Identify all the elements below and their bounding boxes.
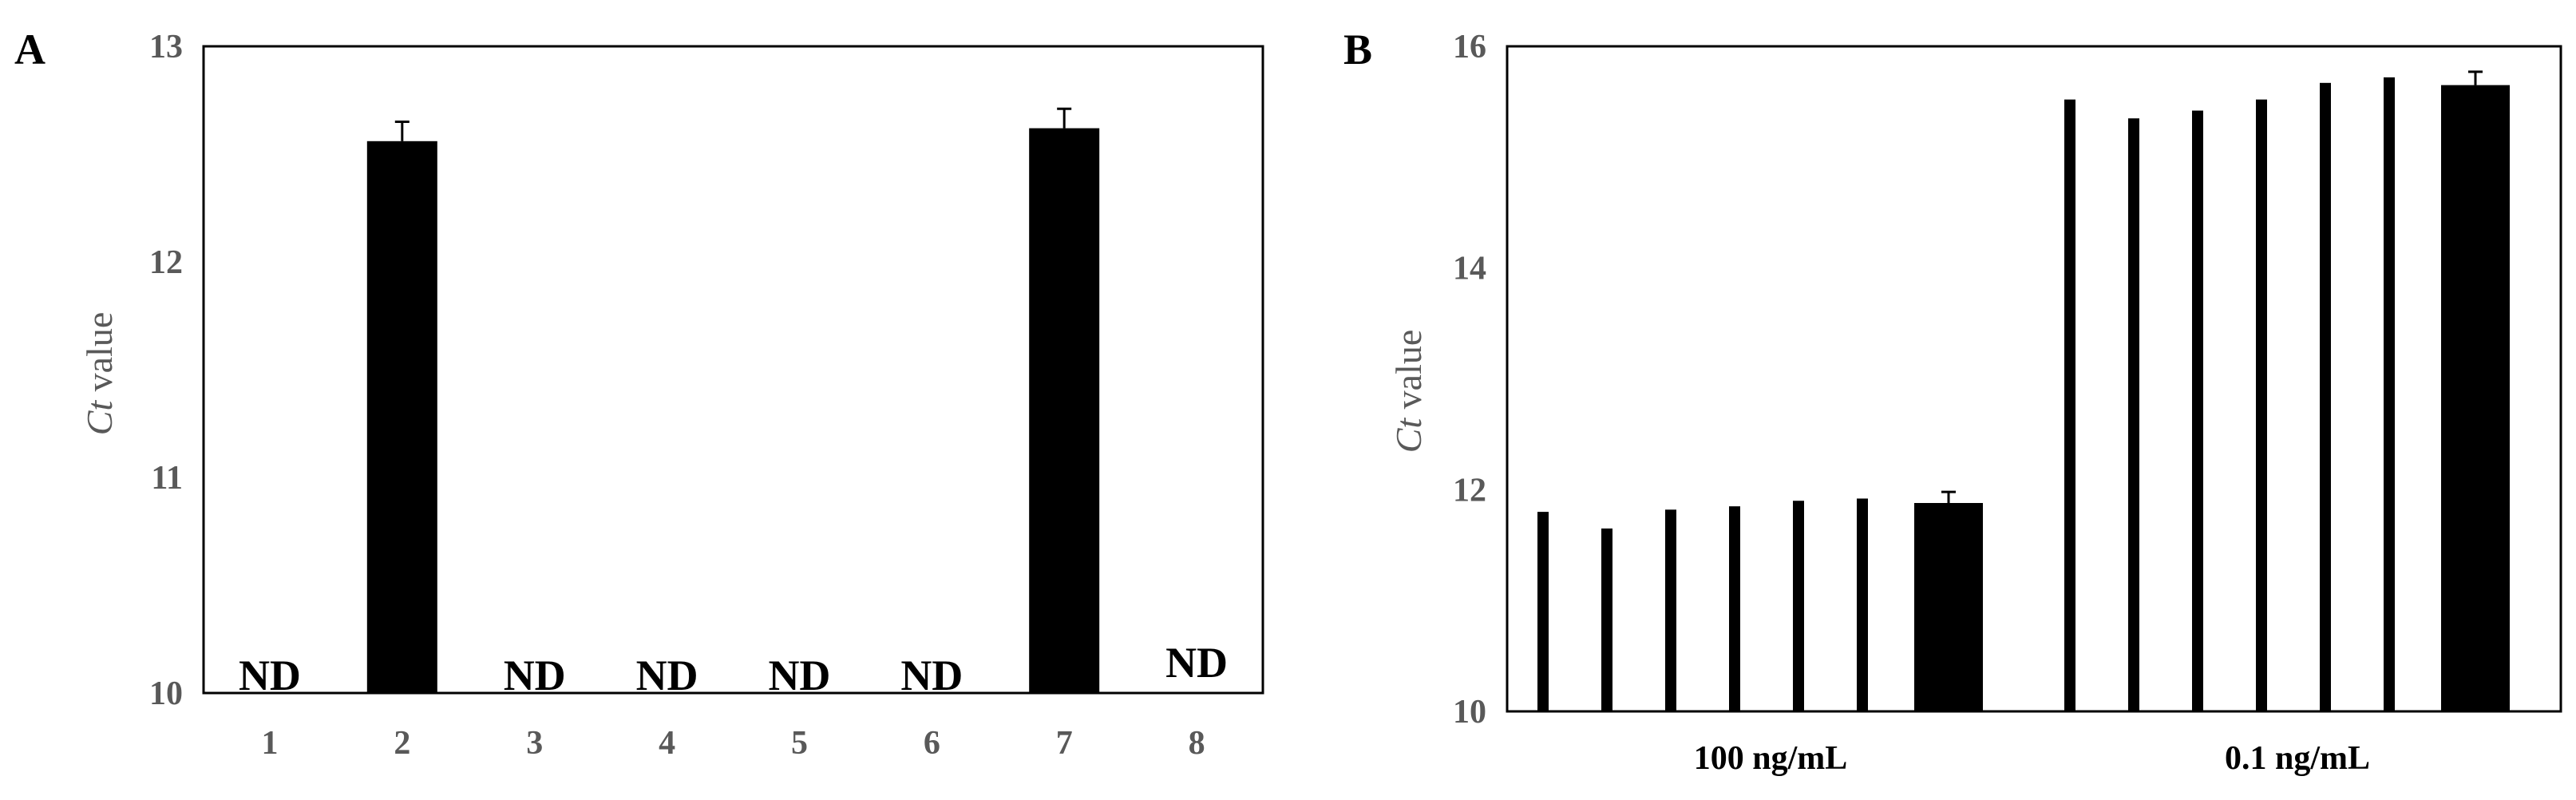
panel-a-nd-label-3: ND	[504, 651, 566, 699]
panel-a-bars: ND ND ND ND ND ND	[239, 107, 1228, 699]
panel-b-y-tick-label: 12	[1453, 472, 1486, 509]
panel-a-letter: A	[14, 26, 46, 73]
panel-a-y-tick-label: 12	[149, 244, 183, 281]
panel-a-plot-frame	[202, 45, 1264, 695]
panel-a-x-tick-label-8: 8	[1189, 725, 1205, 762]
panel-a-nd-label-8: ND	[1165, 639, 1228, 687]
panel-b-thin-bar-g1-3	[1665, 509, 1676, 711]
panel-a-y-tick-label: 13	[149, 29, 183, 65]
panel-a-x-ticks: 1 2 3 4 5 6 7 8	[261, 725, 1205, 762]
panel-a-x-tick-label-5: 5	[791, 725, 808, 762]
panel-a-y-tick-label: 10	[149, 675, 183, 712]
panel-b-thin-bar-g2-1	[2064, 99, 2075, 711]
panel-b-mean-bar-g2	[2441, 85, 2510, 711]
panel-b-thin-bar-g2-5	[2320, 82, 2331, 711]
panel-b-thin-bar-g1-4	[1729, 506, 1740, 711]
panel-a-x-tick-label-6: 6	[924, 725, 940, 762]
panel-b-x-group-label-1: 100 ng/mL	[1694, 740, 1848, 777]
panel-b-y-axis-label: Ct value	[1388, 330, 1429, 453]
panel-a-nd-label-4: ND	[636, 651, 698, 699]
panel-a-x-tick-label-7: 7	[1056, 725, 1073, 762]
panel-b-y-tick-label: 14	[1453, 251, 1486, 287]
panel-a-bar-7	[1029, 128, 1100, 694]
panel-b-y-ticks: 10 12 14 16	[1453, 29, 1486, 731]
panel-b-thin-bar-g2-4	[2256, 99, 2267, 711]
panel-b-y-tick-label: 10	[1453, 694, 1486, 731]
panel-b-x-ticks: 100 ng/mL 0.1 ng/mL	[1694, 740, 2370, 777]
panel-b-thin-bar-g2-3	[2192, 110, 2203, 712]
panel-a-y-axis-label-italic: Ct	[79, 400, 120, 436]
panel-a-nd-label-1: ND	[239, 651, 301, 699]
panel-b-thin-bar-g2-2	[2128, 118, 2139, 711]
panel-a-y-axis-label-rest: value	[79, 312, 120, 401]
panel-b-thin-bar-g1-2	[1601, 528, 1612, 711]
panel-b: B Ct value 10 12 14 16 100 ng/mL 0.1 ng/mL	[1343, 26, 2562, 777]
panel-b-thin-bar-g2-6	[2384, 77, 2395, 711]
panel-b-y-tick-label: 16	[1453, 29, 1486, 65]
panel-b-plot-frame	[1506, 45, 2562, 713]
panel-b-bars	[1537, 70, 2510, 712]
panel-a-y-axis-label: Ct value	[79, 312, 120, 436]
panel-a-x-tick-label-4: 4	[659, 725, 675, 762]
panel-b-thin-bar-g1-5	[1793, 501, 1804, 711]
panel-a-y-tick-label: 11	[151, 460, 183, 497]
panel-a-x-tick-label-2: 2	[394, 725, 410, 762]
panel-b-thin-bar-g1-6	[1857, 498, 1868, 711]
panel-a-bar-2	[366, 141, 437, 694]
panel-b-y-axis-label-italic: Ct	[1388, 418, 1429, 453]
panel-b-thin-bar-g1-1	[1537, 512, 1549, 711]
panel-a-nd-label-6: ND	[900, 651, 963, 699]
panel-b-letter: B	[1343, 26, 1372, 73]
panel-a-y-ticks: 10 11 12 13	[149, 29, 183, 712]
panel-a-x-tick-label-3: 3	[526, 725, 543, 762]
panel-b-x-group-label-2: 0.1 ng/mL	[2225, 740, 2370, 777]
panel-b-y-axis-label-rest: value	[1388, 330, 1429, 418]
panel-a-x-tick-label-1: 1	[261, 725, 278, 762]
panel-a-nd-label-5: ND	[768, 651, 830, 699]
panel-b-mean-bar-g1	[1914, 502, 1983, 711]
